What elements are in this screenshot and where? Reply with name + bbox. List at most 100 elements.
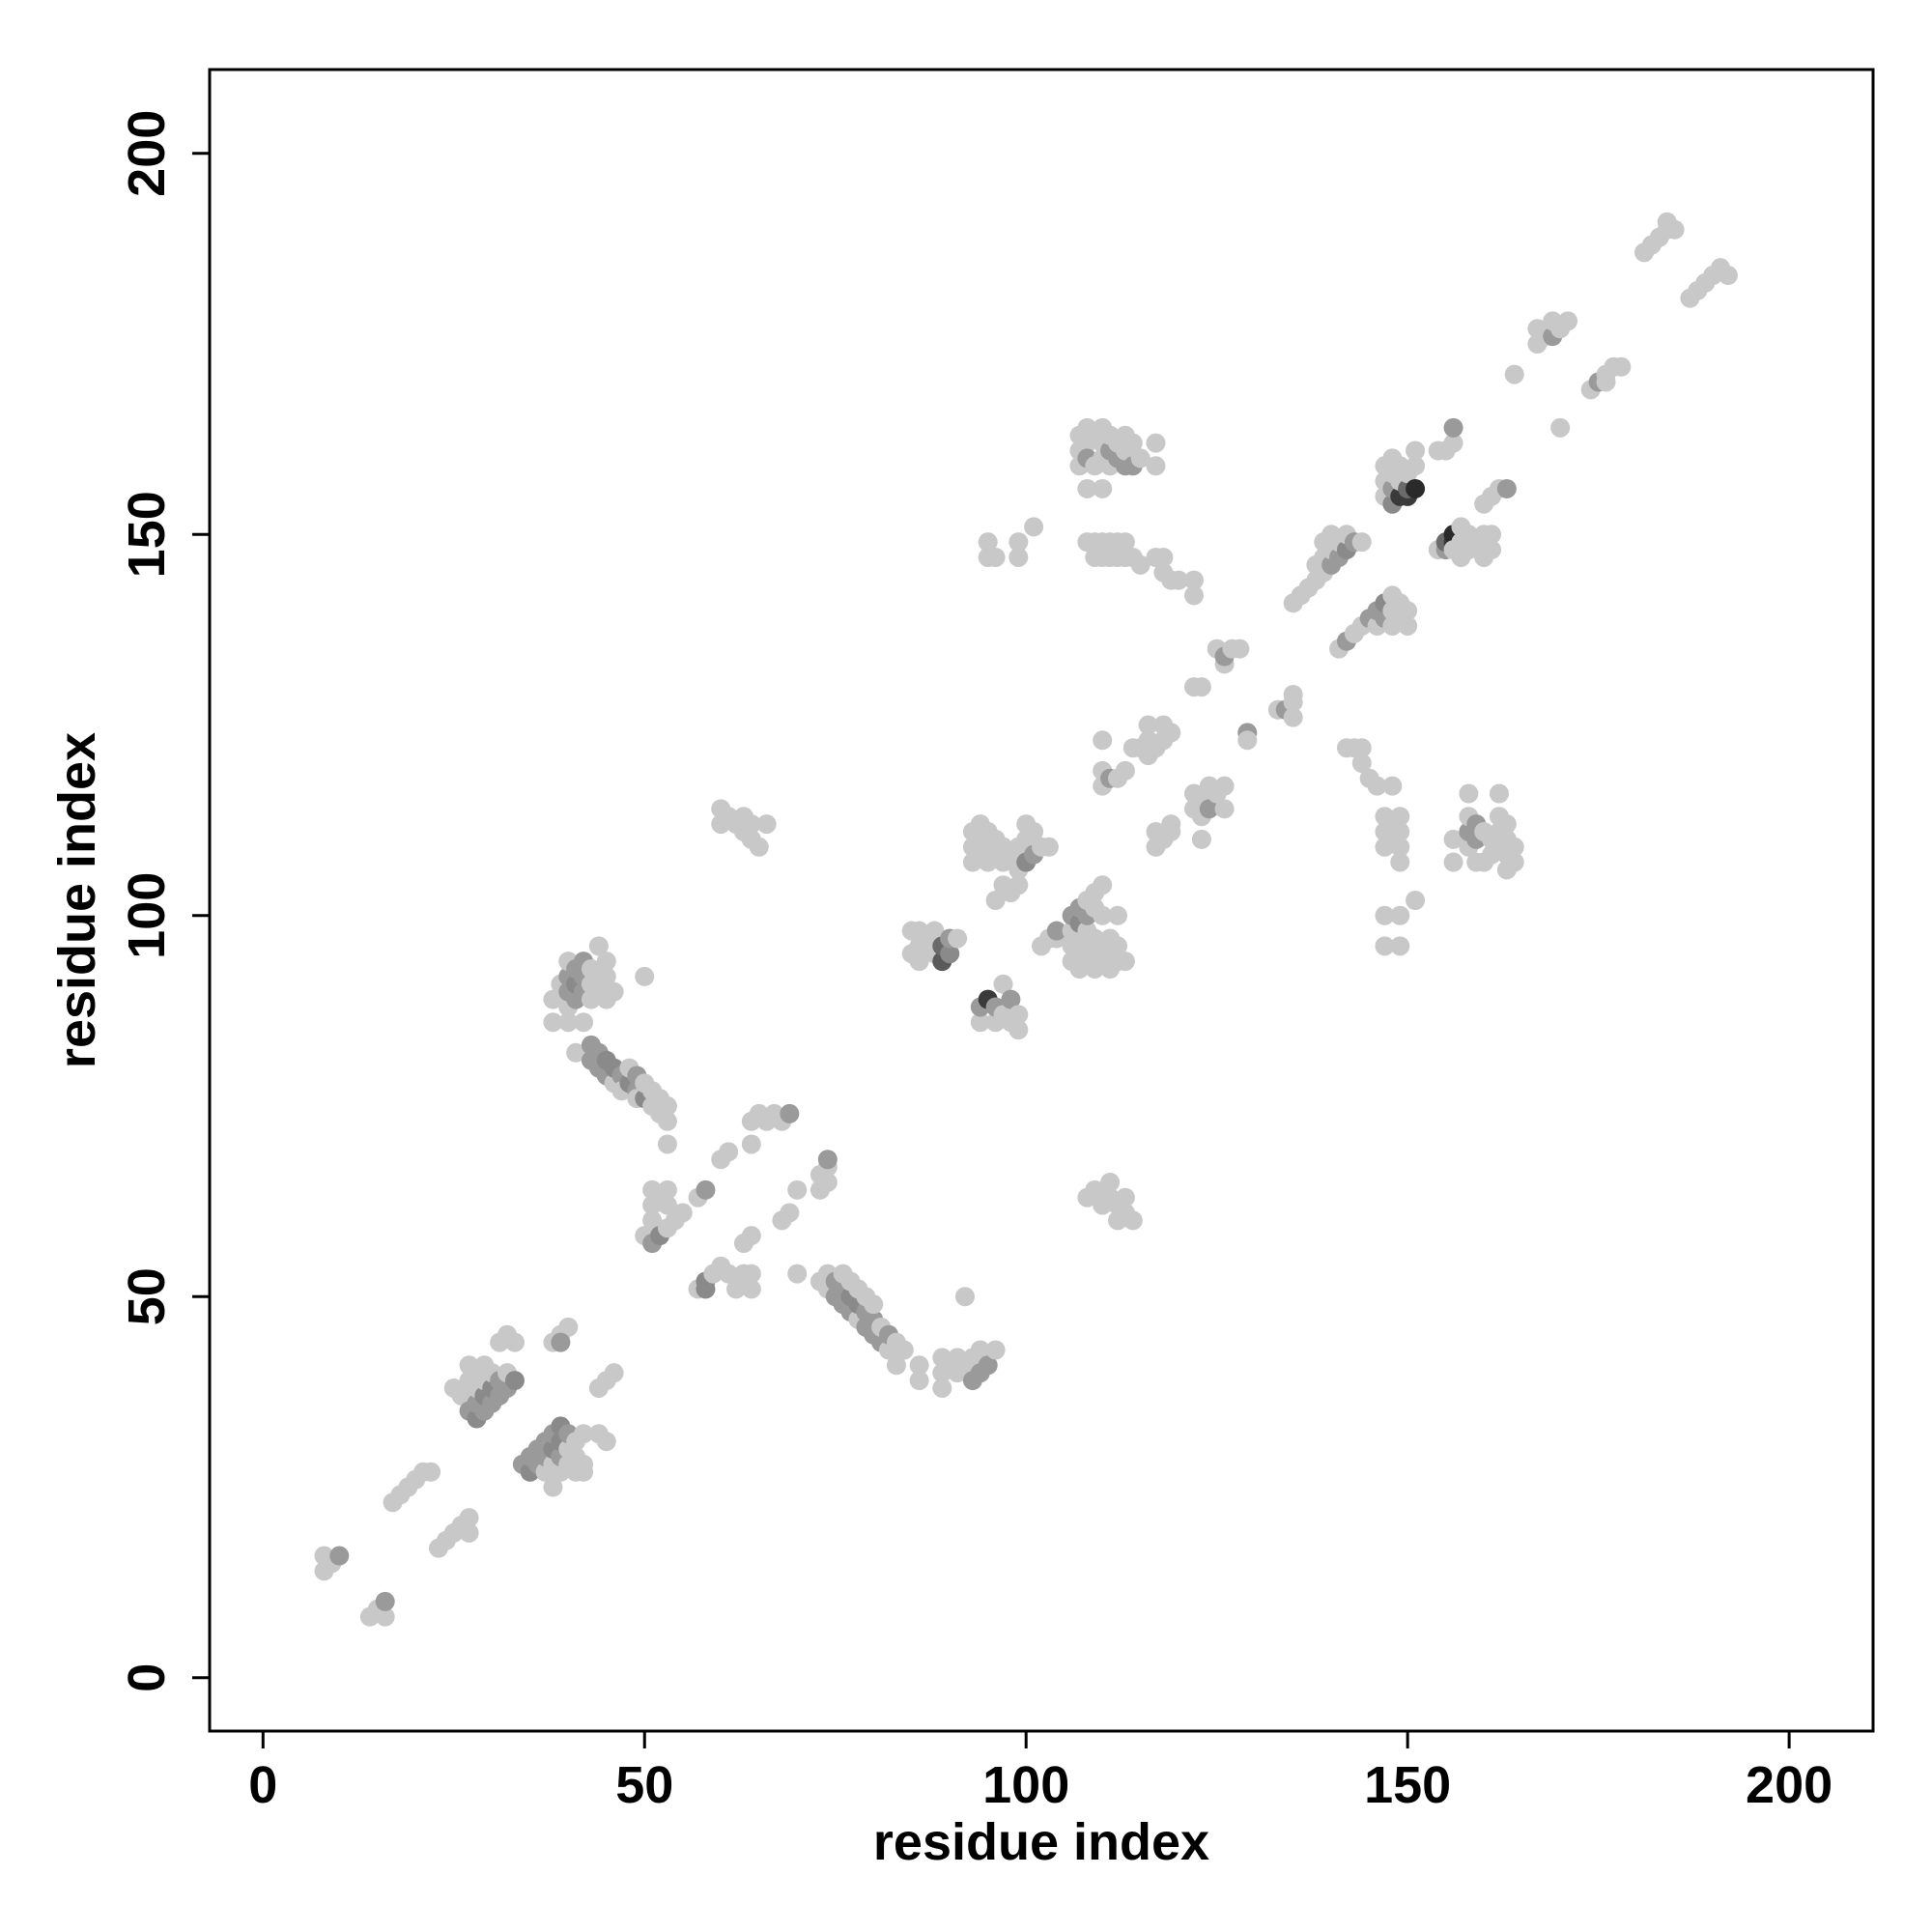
x-tick-label: 100	[982, 1756, 1069, 1814]
contact-point	[1191, 829, 1211, 849]
contact-point	[558, 1317, 579, 1337]
contact-point	[657, 1179, 677, 1200]
contact-point	[657, 1195, 677, 1215]
points-layer	[314, 212, 1738, 1627]
contact-point	[1085, 1179, 1105, 1200]
contact-point	[1390, 837, 1410, 857]
contact-point	[1496, 814, 1517, 835]
contact-point	[719, 1142, 739, 1162]
contact-point	[817, 1150, 838, 1170]
contact-point	[1283, 684, 1303, 704]
contact-point	[1443, 829, 1463, 849]
contact-point	[1161, 723, 1181, 743]
contact-point	[1093, 478, 1113, 498]
contact-point	[375, 1606, 395, 1627]
contact-point	[970, 1340, 990, 1360]
contact-point	[1390, 852, 1410, 872]
contact-point	[1558, 311, 1578, 331]
contact-point	[1115, 760, 1135, 781]
contact-point	[1024, 821, 1044, 841]
contact-point	[787, 1179, 808, 1200]
contact-point	[978, 1355, 998, 1376]
contact-point	[787, 1264, 808, 1284]
contact-point	[1664, 219, 1685, 240]
contact-point	[1375, 905, 1395, 925]
contact-point	[1351, 738, 1372, 758]
contact-point	[596, 966, 616, 986]
y-tick-label: 0	[118, 1663, 176, 1692]
contact-point	[780, 1203, 800, 1223]
contact-point	[1230, 639, 1250, 659]
contact-point	[642, 1210, 663, 1231]
contact-point	[1398, 615, 1418, 636]
contact-point	[543, 1012, 563, 1033]
contact-point	[604, 981, 624, 1002]
contact-point	[375, 1591, 395, 1611]
y-axis: 0 50 100 150 200	[118, 110, 210, 1692]
contact-point	[1443, 417, 1463, 438]
contact-point	[817, 1172, 838, 1192]
contact-point	[1093, 875, 1113, 895]
contact-point	[1130, 448, 1151, 469]
contact-point	[459, 1522, 479, 1543]
contact-point	[566, 1042, 586, 1063]
contact-point	[1153, 547, 1174, 567]
contact-point	[596, 1432, 616, 1452]
contact-point	[955, 1287, 976, 1307]
contact-point	[588, 936, 609, 956]
contact-point	[1161, 814, 1181, 835]
contact-point	[932, 1378, 952, 1398]
contact-point	[1351, 532, 1372, 553]
contact-point	[780, 1103, 800, 1123]
contact-point	[741, 1279, 761, 1299]
x-tick-label: 0	[248, 1756, 277, 1814]
contact-point	[1237, 730, 1258, 751]
contact-point	[756, 814, 777, 835]
contact-point	[993, 974, 1013, 994]
contact-point	[1443, 433, 1463, 453]
contact-point	[894, 1340, 914, 1360]
contact-point	[886, 1355, 906, 1376]
contact-point	[1382, 776, 1403, 796]
contact-point	[551, 1332, 571, 1352]
contact-point	[1146, 433, 1166, 453]
contact-point	[1390, 936, 1410, 956]
contact-point	[1406, 891, 1426, 910]
contact-point	[1183, 585, 1204, 606]
y-tick-label: 200	[118, 110, 176, 197]
contact-point	[909, 1371, 929, 1391]
contact-point	[1009, 875, 1029, 895]
contact-point	[1406, 440, 1426, 461]
contact-point	[604, 1363, 624, 1383]
contact-point	[1093, 905, 1113, 925]
contact-point	[1009, 547, 1029, 567]
contact-point	[1115, 952, 1135, 972]
contact-point	[1009, 532, 1029, 553]
contact-point	[574, 1462, 594, 1482]
contact-point	[574, 1424, 594, 1444]
contact-point	[924, 921, 945, 941]
contact-point	[1351, 753, 1372, 773]
contact-point	[1390, 905, 1410, 925]
contact-point	[1107, 936, 1127, 956]
contact-point	[1443, 852, 1463, 872]
y-tick-label: 100	[118, 872, 176, 959]
contact-point	[1199, 799, 1219, 819]
contact-point	[1146, 456, 1166, 476]
contact-point	[1398, 601, 1418, 621]
contact-point	[1390, 821, 1410, 841]
contact-point	[1115, 532, 1135, 553]
contact-point	[1009, 1005, 1029, 1025]
contact-point	[1367, 776, 1387, 796]
contact-point	[581, 959, 601, 980]
contact-point	[1046, 921, 1066, 941]
contact-point	[672, 1203, 693, 1223]
contact-point	[1093, 730, 1113, 751]
contact-point	[1169, 570, 1189, 590]
contact-point	[504, 1332, 525, 1352]
contact-point	[1038, 837, 1059, 857]
contact-point	[1504, 852, 1524, 872]
contact-point	[1009, 1020, 1029, 1040]
contact-point	[558, 1012, 579, 1033]
